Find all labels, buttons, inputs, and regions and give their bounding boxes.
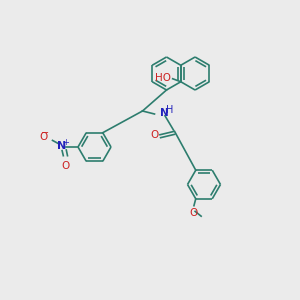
Text: HO: HO xyxy=(155,73,171,83)
Text: O: O xyxy=(40,132,48,142)
Text: N: N xyxy=(160,108,168,118)
Text: O: O xyxy=(189,208,197,218)
Text: O: O xyxy=(151,130,159,140)
Text: N: N xyxy=(57,141,66,151)
Text: H: H xyxy=(166,105,173,115)
Text: −: − xyxy=(41,128,50,138)
Text: O: O xyxy=(61,161,69,171)
Text: +: + xyxy=(62,138,69,147)
